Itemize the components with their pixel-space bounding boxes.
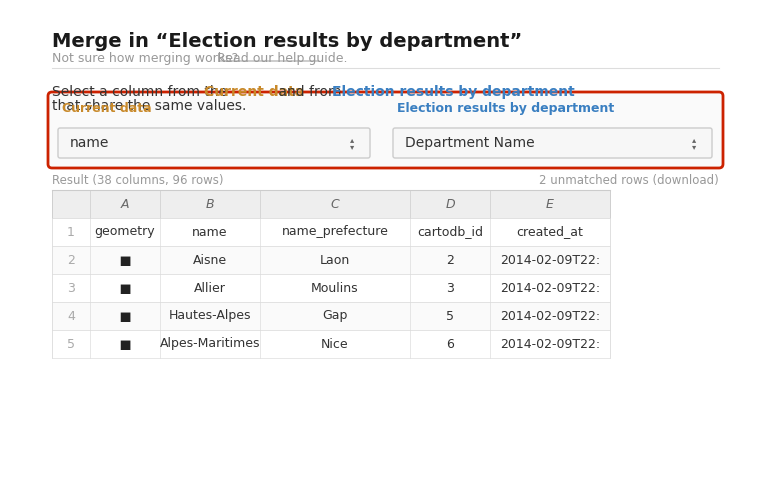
FancyBboxPatch shape	[58, 128, 370, 158]
FancyBboxPatch shape	[52, 218, 610, 246]
Text: name: name	[192, 226, 227, 239]
Text: ▪: ▪	[119, 278, 132, 298]
FancyBboxPatch shape	[52, 302, 610, 330]
Text: Select a column from the: Select a column from the	[52, 85, 231, 99]
Text: Moulins: Moulins	[311, 282, 359, 294]
Text: E: E	[546, 197, 554, 211]
Text: 5: 5	[446, 309, 454, 322]
Text: 1: 1	[67, 226, 75, 239]
Text: geometry: geometry	[95, 226, 155, 239]
Text: A: A	[121, 197, 130, 211]
Text: Department Name: Department Name	[405, 136, 534, 150]
Text: D: D	[445, 197, 455, 211]
Text: C: C	[331, 197, 339, 211]
Text: 2: 2	[446, 254, 454, 267]
Text: Nice: Nice	[322, 337, 348, 350]
Text: 6: 6	[446, 337, 454, 350]
Text: 2014-02-09T22:: 2014-02-09T22:	[500, 254, 600, 267]
Text: Current data: Current data	[204, 85, 305, 99]
Text: Election results by department: Election results by department	[397, 102, 614, 115]
Text: Aisne: Aisne	[193, 254, 227, 267]
Text: 3: 3	[67, 282, 75, 294]
Text: Result (38 columns, 96 rows): Result (38 columns, 96 rows)	[52, 174, 224, 187]
Text: Gap: Gap	[322, 309, 348, 322]
Text: Allier: Allier	[194, 282, 226, 294]
Text: Read our help guide.: Read our help guide.	[217, 52, 348, 65]
Text: name: name	[70, 136, 109, 150]
Text: Laon: Laon	[320, 254, 350, 267]
Text: ▴
▾: ▴ ▾	[350, 135, 354, 151]
Text: ▴
▾: ▴ ▾	[692, 135, 696, 151]
Text: Merge in “Election results by department”: Merge in “Election results by department…	[52, 32, 522, 51]
Text: name_prefecture: name_prefecture	[281, 226, 389, 239]
Text: and from: and from	[274, 85, 346, 99]
Text: ▪: ▪	[119, 306, 132, 326]
Text: 2: 2	[67, 254, 75, 267]
Text: B: B	[206, 197, 214, 211]
Text: Hautes-Alpes: Hautes-Alpes	[169, 309, 251, 322]
Text: 2014-02-09T22:: 2014-02-09T22:	[500, 309, 600, 322]
Text: that share the same values.: that share the same values.	[52, 99, 247, 113]
Text: 2014-02-09T22:: 2014-02-09T22:	[500, 337, 600, 350]
Text: ▪: ▪	[119, 334, 132, 353]
FancyBboxPatch shape	[52, 274, 610, 302]
FancyBboxPatch shape	[52, 246, 610, 274]
Text: ▪: ▪	[119, 251, 132, 270]
Text: 2 unmatched rows (download): 2 unmatched rows (download)	[539, 174, 719, 187]
Text: created_at: created_at	[517, 226, 584, 239]
Text: cartodb_id: cartodb_id	[417, 226, 483, 239]
FancyBboxPatch shape	[52, 330, 610, 358]
FancyBboxPatch shape	[52, 190, 610, 218]
Text: 5: 5	[67, 337, 75, 350]
Text: Not sure how merging works?: Not sure how merging works?	[52, 52, 242, 65]
Text: Current data: Current data	[62, 102, 152, 115]
Text: 3: 3	[446, 282, 454, 294]
Text: Alpes-Maritimes: Alpes-Maritimes	[160, 337, 261, 350]
Text: Election results by department: Election results by department	[332, 85, 574, 99]
FancyBboxPatch shape	[48, 92, 723, 168]
FancyBboxPatch shape	[393, 128, 712, 158]
Text: 4: 4	[67, 309, 75, 322]
Text: 2014-02-09T22:: 2014-02-09T22:	[500, 282, 600, 294]
